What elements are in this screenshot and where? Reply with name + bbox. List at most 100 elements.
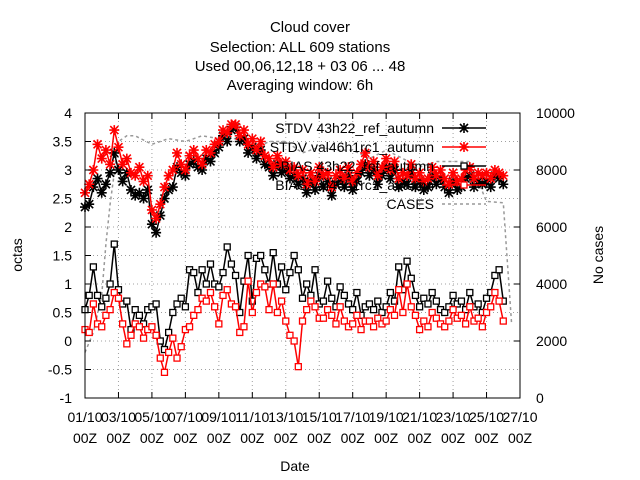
- y-tick-label: 2.5: [53, 191, 73, 207]
- data-point: [368, 156, 379, 167]
- data-point: [244, 277, 252, 285]
- y-tick-label: 0.5: [53, 305, 73, 321]
- data-point: [460, 165, 471, 175]
- x-tick-label-hour: 00Z: [508, 430, 533, 446]
- data-point: [360, 147, 371, 158]
- data-point: [197, 159, 208, 170]
- y-tick-label: 0: [64, 333, 72, 349]
- data-point: [452, 176, 463, 187]
- data-point: [265, 305, 273, 314]
- data-point: [89, 263, 98, 271]
- data-point: [466, 303, 474, 311]
- data-point: [393, 173, 404, 184]
- data-point: [135, 311, 144, 320]
- data-point: [202, 297, 210, 305]
- data-point: [126, 184, 137, 195]
- data-point: [238, 125, 249, 136]
- x-tick-label-hour: 00Z: [408, 430, 433, 446]
- data-point: [146, 204, 157, 215]
- data-point: [336, 303, 344, 311]
- data-point: [397, 167, 408, 178]
- data-point: [294, 266, 302, 274]
- data-point: [326, 190, 337, 201]
- data-point: [243, 139, 254, 150]
- data-point: [351, 167, 362, 178]
- data-point: [395, 286, 403, 294]
- data-point: [93, 291, 102, 300]
- y2-tick-label: 10000: [536, 105, 575, 121]
- data-point: [328, 311, 336, 320]
- data-point: [180, 170, 191, 181]
- data-point: [415, 325, 424, 334]
- data-point: [184, 150, 195, 161]
- data-point: [152, 331, 160, 339]
- data-point: [222, 127, 233, 138]
- data-point: [264, 153, 275, 164]
- data-point: [194, 305, 202, 314]
- data-point: [215, 320, 223, 328]
- data-point: [477, 170, 488, 181]
- data-point: [326, 182, 337, 193]
- data-point: [123, 297, 131, 305]
- data-point: [473, 167, 484, 178]
- data-point: [130, 170, 141, 181]
- y-tick-label: 3: [64, 162, 72, 178]
- data-point: [173, 354, 181, 362]
- data-point: [297, 173, 308, 184]
- data-point: [243, 147, 254, 158]
- data-point: [414, 167, 425, 178]
- data-point: [399, 308, 407, 317]
- data-point: [98, 323, 106, 331]
- x-tick-label-date: 05/10: [134, 409, 169, 425]
- data-point: [482, 308, 491, 317]
- data-point: [310, 184, 321, 195]
- data-point: [102, 294, 110, 302]
- data-point: [441, 308, 449, 317]
- x-tick-label-hour: 00Z: [207, 430, 232, 446]
- axes: -1 -0.5 0 0.5 1 1.5 2 2.5 3 3.5 4 0 2000 4000 6000 8000…: [48, 105, 575, 446]
- series-2: [81, 240, 507, 354]
- data-point: [100, 179, 111, 190]
- data-point: [155, 210, 166, 221]
- data-point: [381, 153, 392, 164]
- legend-marker: [460, 181, 468, 189]
- data-point: [478, 323, 487, 331]
- legend-label: STDV val46h1rc1_autumn: [270, 139, 434, 155]
- data-point: [386, 288, 394, 297]
- data-point: [474, 300, 482, 308]
- data-point: [257, 251, 265, 260]
- data-point: [364, 162, 375, 173]
- data-point: [110, 288, 118, 297]
- legend-marker: [460, 162, 468, 170]
- title-line-2: Selection: ALL 609 stations: [210, 39, 390, 56]
- data-point: [269, 248, 277, 257]
- data-point: [206, 260, 215, 268]
- data-point: [319, 297, 328, 305]
- data-point: [441, 323, 449, 331]
- data-point: [282, 286, 290, 294]
- data-point: [297, 165, 308, 175]
- data-point: [290, 337, 298, 345]
- data-point: [223, 243, 231, 251]
- data-point: [172, 162, 183, 173]
- data-point: [294, 362, 302, 371]
- legend-item: BIAS 43h22_ref_autumn: [281, 158, 486, 174]
- data-point: [169, 308, 177, 317]
- data-point: [218, 130, 229, 141]
- data-point: [340, 291, 348, 300]
- data-point: [109, 125, 120, 136]
- data-point: [201, 153, 212, 164]
- data-point: [303, 280, 311, 288]
- title-line-1: Cloud cover: [270, 19, 350, 36]
- data-point: [113, 142, 124, 153]
- data-point: [234, 130, 245, 141]
- data-point: [106, 280, 114, 288]
- data-point: [282, 317, 290, 325]
- data-point: [172, 147, 183, 158]
- data-point: [431, 170, 442, 181]
- data-point: [431, 179, 442, 190]
- data-point: [177, 294, 185, 302]
- data-point: [142, 170, 153, 181]
- x-tick-label-hour: 00Z: [140, 430, 165, 446]
- plot-frame: [84, 112, 521, 399]
